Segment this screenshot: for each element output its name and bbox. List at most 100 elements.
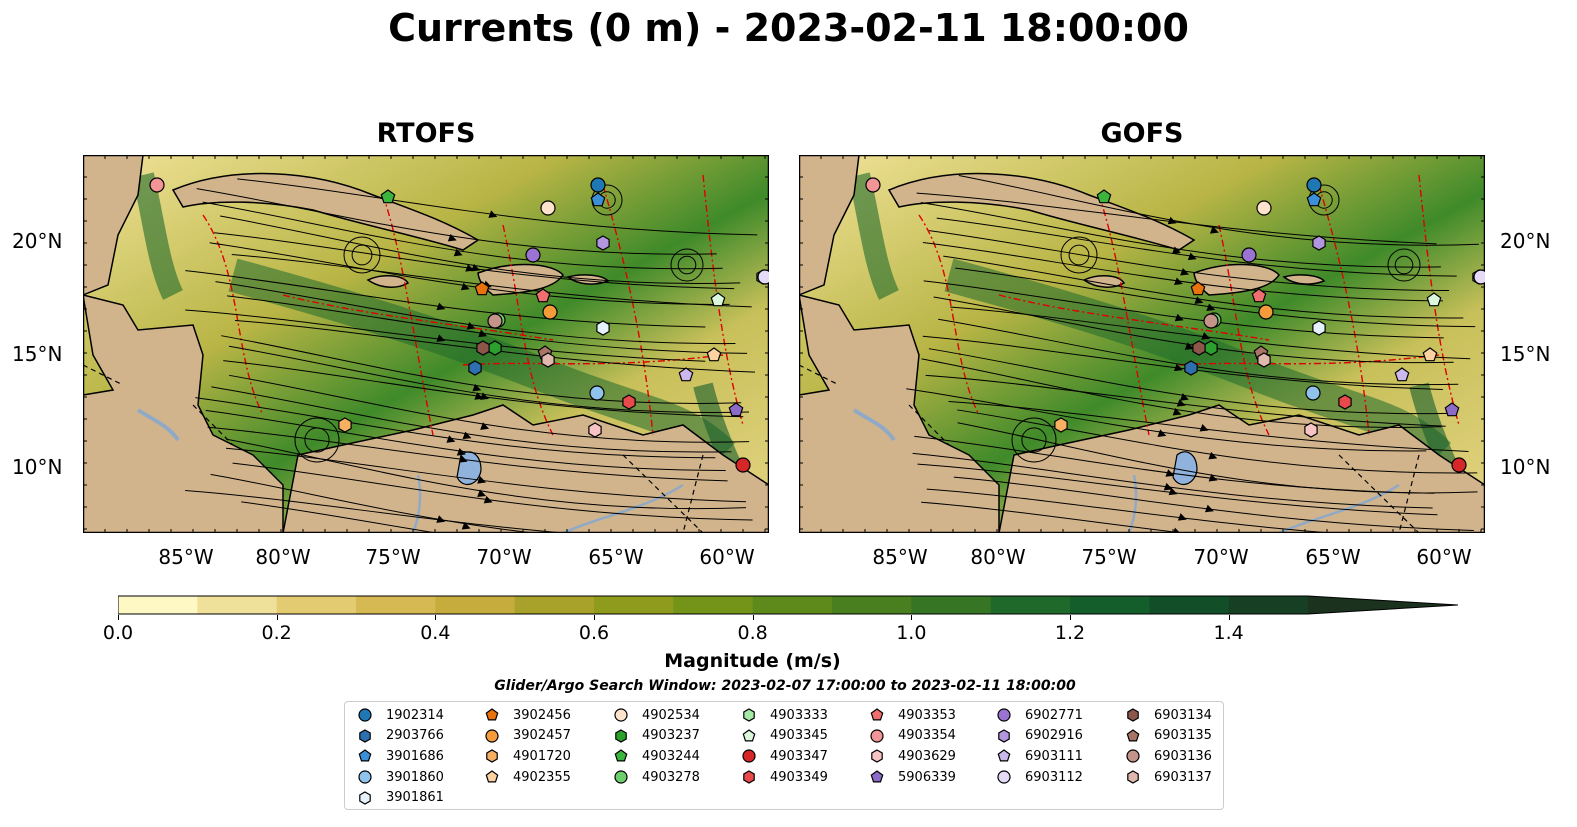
legend-label: 4903349 [770,769,828,785]
float-marker-3902457 [542,304,558,320]
float-marker-5906339 [728,402,744,417]
legend-label: 4903345 [770,728,828,744]
float-marker-3902456 [1190,281,1206,296]
pentagon-marker-icon [485,770,499,783]
legend-item-6902916: 6902916 [996,726,1083,746]
legend-item-4903347: 4903347 [741,746,828,766]
lat-label-left-10: 10°N [12,455,63,479]
pentagon-marker-icon [485,708,499,721]
pentagon-marker-icon [614,749,628,762]
lon-label-rtofs-5: 60°W [699,545,755,569]
colorbar-tick [911,615,913,620]
legend-label: 6903135 [1154,728,1212,744]
circle-marker-icon [614,770,628,784]
legend-label: 3902456 [513,707,571,723]
float-marker-3902456 [474,281,490,296]
colorbar-tick-label: 1.4 [1213,622,1244,644]
lon-label-rtofs-2: 75°W [365,545,421,569]
float-marker-4903353 [1251,288,1267,303]
hexagon-marker-icon [486,749,498,764]
colorbar-tick-label: 1.2 [1054,622,1086,644]
colorbar-segment [276,596,357,614]
float-marker-3901686 [1306,192,1322,207]
float-marker-4903347 [1451,457,1467,473]
float-marker-6903136 [1203,313,1219,329]
colorbar-segment [673,596,754,614]
circle-marker-icon [485,729,499,743]
float-marker-2903766 [468,360,482,376]
float-marker-4902534 [540,200,556,216]
legend-item-6903112: 6903112 [996,767,1083,787]
legend-item-3901860: 3901860 [357,767,444,787]
legend-item-2903766: 2903766 [357,726,444,746]
legend-label: 4903278 [642,769,700,785]
circle-marker-icon [358,708,372,722]
legend-label: 4903629 [898,748,956,764]
pentagon-marker-icon [1126,728,1140,742]
lat-label-right-15: 15°N [1500,342,1551,366]
float-marker-4903237 [488,340,502,356]
legend-label: 4903354 [898,728,956,744]
float-marker-4903354 [149,177,165,193]
colorbar-segment [1228,596,1309,614]
colorbar-tick [118,615,119,620]
legend-item-4903237: 4903237 [613,726,700,746]
float-marker-6902916 [1312,235,1326,251]
legend-label: 6903136 [1154,748,1212,764]
float-marker-6903134 [476,340,490,356]
colorbar-segment [514,596,595,614]
float-marker-4903345 [710,292,726,307]
legend-label: 4903244 [642,748,700,764]
colorbar-segment [911,596,992,614]
hexagon-marker-icon [871,749,883,764]
lat-label-right-10: 10°N [1500,455,1551,479]
hexagon-marker-icon [998,728,1010,743]
float-marker-6903112 [1473,269,1485,285]
legend-item-4901720: 4901720 [484,746,571,766]
legend-label: 3902457 [513,728,571,744]
legend-label: 6903137 [1154,769,1212,785]
hexagon-marker-icon [359,728,371,743]
legend-item-3901861: 3901861 [357,788,444,808]
colorbar-tick [1070,615,1071,620]
hexagon-marker-icon [1127,708,1139,722]
colorbar [118,595,1458,615]
legend-item-4903345: 4903345 [741,726,828,746]
legend-item-4903629: 4903629 [869,746,956,766]
float-marker-4902355 [1422,347,1438,362]
float-marker-1902314 [590,177,606,193]
lon-label-gofs-4: 65°W [1305,545,1361,569]
legend-label: 4903353 [898,707,956,723]
float-marker-4901720 [1054,417,1068,433]
circle-marker-icon [997,708,1011,722]
legend-label: 6902771 [1025,707,1083,723]
colorbar-tick [276,615,278,620]
float-marker-4903244 [380,189,396,204]
map-gofs [799,155,1485,533]
circle-marker-icon [870,729,884,743]
float-marker-4903349 [622,394,636,410]
panel-title-rtofs: RTOFS [376,118,476,149]
legend-label: 6903112 [1025,769,1083,785]
legend-label: 6903111 [1025,748,1083,764]
legend-item-4903278: 4903278 [613,767,700,787]
float-marker-3901860 [1305,385,1321,401]
legend-item-3902457: 3902457 [484,726,571,746]
legend-label: 4903333 [770,707,828,723]
colorbar-tick [435,615,437,620]
float-marker-4903237 [1204,340,1218,356]
legend-label: 6902916 [1025,728,1083,744]
float-marker-6903111 [1394,367,1410,382]
figure-title: Currents (0 m) - 2023-02-11 18:00:00 [388,6,1189,50]
legend-label: 3901686 [386,748,444,764]
legend-item-4902534: 4902534 [613,705,700,725]
lon-label-gofs-2: 75°W [1081,545,1137,569]
colorbar-segment [356,596,436,614]
float-marker-2903766 [1184,360,1198,376]
float-marker-6903136 [487,313,503,329]
legend-item-6903135: 6903135 [1125,726,1212,746]
circle-marker-icon [614,708,628,722]
lat-label-right-20: 20°N [1500,229,1551,253]
float-marker-1902314 [1306,177,1322,193]
float-marker-6903134 [1192,340,1206,356]
